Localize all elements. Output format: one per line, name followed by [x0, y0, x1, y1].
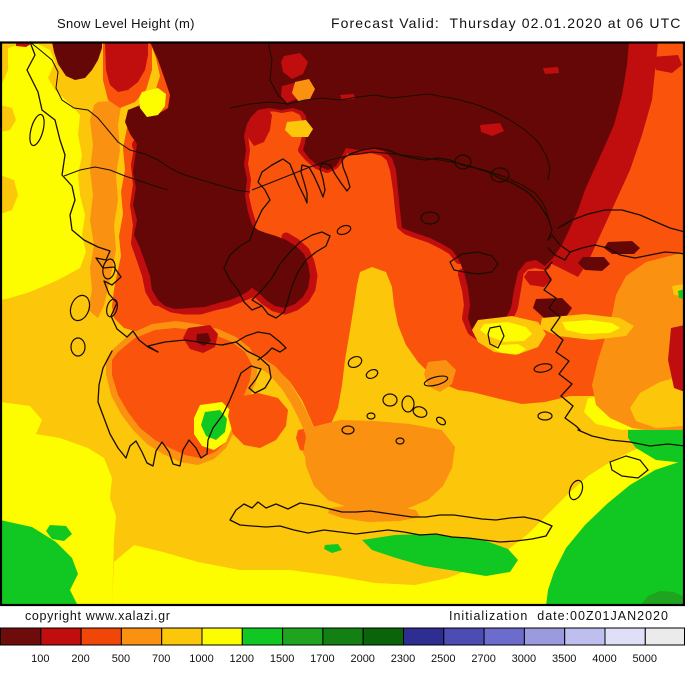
- svg-text:500: 500: [112, 653, 130, 665]
- svg-text:100: 100: [31, 653, 49, 665]
- svg-text:1200: 1200: [230, 653, 254, 665]
- svg-text:2500: 2500: [431, 653, 455, 665]
- svg-text:2300: 2300: [391, 653, 415, 665]
- svg-text:Initialization date:00Z01JAN2: Initialization date:00Z01JAN2020: [449, 609, 669, 623]
- svg-text:2700: 2700: [471, 653, 495, 665]
- svg-text:1000: 1000: [189, 653, 213, 665]
- svg-text:Forecast Valid: Thursday 02.0: Forecast Valid: Thursday 02.01.2020 at 0…: [331, 15, 681, 31]
- svg-text:copyright www.xalazi.gr: copyright www.xalazi.gr: [25, 609, 171, 623]
- svg-text:5000: 5000: [633, 653, 657, 665]
- svg-text:1500: 1500: [270, 653, 294, 665]
- svg-text:3000: 3000: [512, 653, 536, 665]
- svg-text:200: 200: [71, 653, 89, 665]
- svg-text:2000: 2000: [350, 653, 374, 665]
- svg-text:Snow Level Height (m): Snow Level Height (m): [57, 16, 195, 31]
- svg-text:4000: 4000: [592, 653, 616, 665]
- svg-text:700: 700: [152, 653, 170, 665]
- svg-text:1700: 1700: [310, 653, 334, 665]
- svg-text:3500: 3500: [552, 653, 576, 665]
